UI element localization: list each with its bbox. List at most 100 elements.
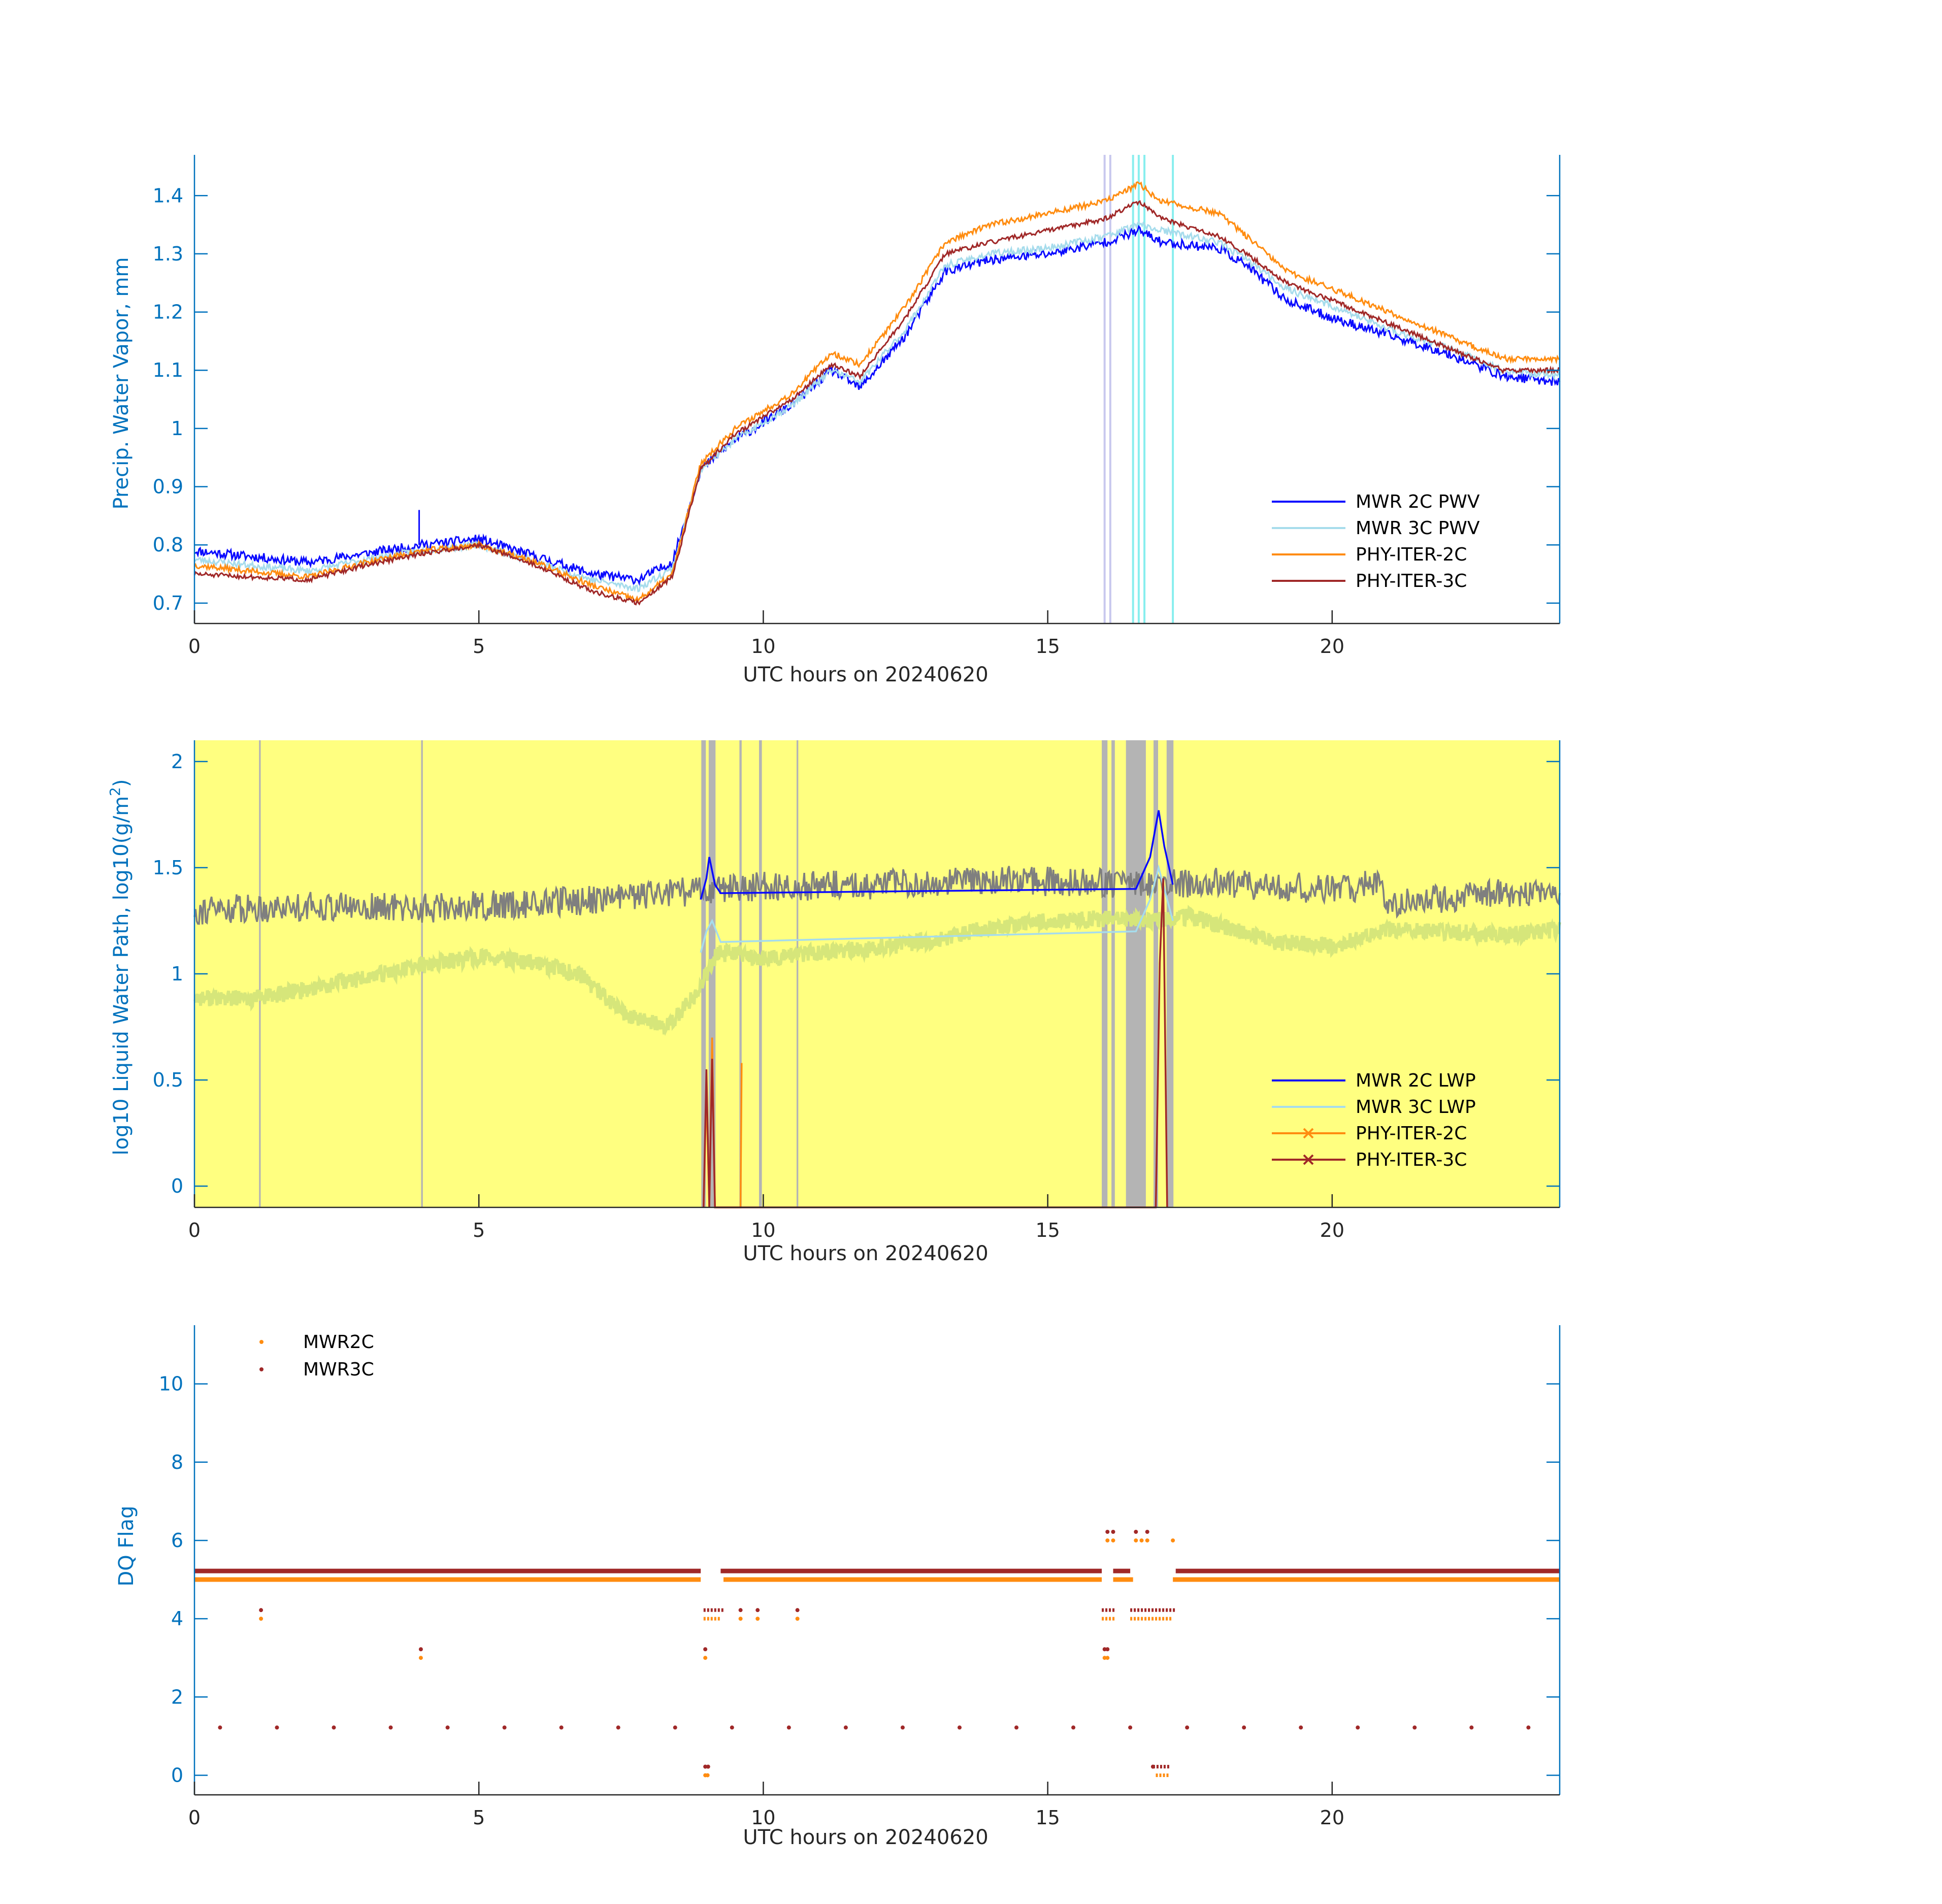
dq-point bbox=[616, 1725, 620, 1730]
dq-point bbox=[388, 1725, 393, 1730]
dq-point bbox=[1150, 1764, 1155, 1769]
dq-point bbox=[1469, 1725, 1474, 1730]
lwp-ytick-label: 2 bbox=[171, 750, 183, 773]
lwp-ylabel-main: log10 Liquid Water Path, log10(g/m bbox=[110, 796, 133, 1156]
lwp-ytick-label: 0.5 bbox=[153, 1069, 183, 1091]
dq-point bbox=[705, 1773, 710, 1778]
dq-point bbox=[502, 1725, 507, 1730]
pwv-xtick-label: 5 bbox=[473, 635, 485, 658]
pwv-flag-lines bbox=[1103, 155, 1174, 623]
dq-point bbox=[673, 1725, 677, 1730]
pwv-ytick-label: 1.3 bbox=[153, 243, 183, 265]
dq-point bbox=[1105, 1538, 1110, 1542]
pwv-xlabel: UTC hours on 20240620 bbox=[743, 663, 988, 686]
pwv-xtick-label: 15 bbox=[1035, 635, 1060, 658]
lwp-series-line bbox=[700, 810, 1174, 900]
dq-point bbox=[795, 1608, 800, 1613]
lwp-ylabel: log10 Liquid Water Path, log10(g/m2) bbox=[107, 779, 134, 1156]
pwv-ytick-label: 1.1 bbox=[153, 359, 183, 381]
lwp-legend-label: MWR 2C LWP bbox=[1356, 1070, 1476, 1091]
dq-point bbox=[957, 1725, 962, 1730]
dq-point bbox=[1105, 1656, 1110, 1660]
dq-point bbox=[900, 1725, 905, 1730]
dq-xtick-label: 0 bbox=[188, 1807, 201, 1829]
dq-point bbox=[1111, 1530, 1115, 1534]
dq-point bbox=[1105, 1647, 1110, 1652]
dq-point bbox=[703, 1647, 708, 1652]
lwp-xlabel: UTC hours on 20240620 bbox=[743, 1242, 988, 1265]
dq-point bbox=[1242, 1725, 1246, 1730]
dq-point bbox=[738, 1608, 743, 1613]
pwv-xtick-label: 0 bbox=[188, 635, 201, 658]
dq-legend: MWR2C MWR3C bbox=[259, 1332, 374, 1380]
dq-point bbox=[706, 1764, 710, 1769]
dq-scatter-points bbox=[194, 1530, 1560, 1778]
dq-point bbox=[1412, 1725, 1417, 1730]
dq-xtick-label: 10 bbox=[751, 1807, 775, 1829]
lwp-chart: 00.511.520 5 10 15 20 log10 Liquid Water Pat… bbox=[107, 740, 1561, 1265]
dq-ytick-label: 0 bbox=[171, 1764, 183, 1786]
dq-point bbox=[1526, 1725, 1531, 1730]
pwv-legend-label: PHY-ITER-2C bbox=[1356, 544, 1467, 565]
pwv-legend-label: PHY-ITER-3C bbox=[1356, 571, 1467, 592]
pwv-ytick-label: 0.9 bbox=[153, 476, 183, 498]
dq-point bbox=[1102, 1656, 1107, 1660]
dq-xlabel: UTC hours on 20240620 bbox=[743, 1826, 988, 1849]
dq-point bbox=[1134, 1538, 1138, 1542]
pwv-ytick-label: 1.2 bbox=[153, 301, 183, 323]
dq-ytick-label: 10 bbox=[159, 1373, 183, 1395]
lwp-flag-bar bbox=[1102, 740, 1108, 1207]
lwp-flag-bar bbox=[796, 740, 799, 1207]
dq-point bbox=[218, 1725, 222, 1730]
pwv-legend: MWR 2C PWV MWR 3C PWV PHY-ITER-2C PHY-ITER-… bbox=[1272, 491, 1480, 592]
dq-xtick-label: 15 bbox=[1035, 1807, 1060, 1829]
dq-point bbox=[1145, 1538, 1149, 1542]
lwp-xtick-label: 0 bbox=[188, 1219, 201, 1241]
lwp-ytick-label: 0 bbox=[171, 1175, 183, 1197]
dq-xtick-label: 5 bbox=[473, 1807, 485, 1829]
dq-point bbox=[275, 1725, 279, 1730]
pwv-series-line bbox=[193, 200, 1560, 606]
lwp-legend-label: PHY-ITER-3C bbox=[1356, 1150, 1467, 1170]
dq-ytick-label: 8 bbox=[171, 1451, 183, 1473]
dq-point bbox=[418, 1656, 423, 1660]
dq-point bbox=[730, 1725, 734, 1730]
dq-point bbox=[418, 1647, 423, 1652]
dq-point bbox=[1299, 1725, 1303, 1730]
lwp-flag-bar bbox=[421, 740, 423, 1207]
pwv-series-line bbox=[194, 224, 1561, 586]
dq-point bbox=[332, 1725, 336, 1730]
pwv-axes: 0.7 0.8 0.9 1 1.1 1.2 1.3 1.4 0 5 10 15 20 bbox=[153, 155, 1561, 658]
dq-point bbox=[755, 1617, 760, 1621]
lwp-ytick-label: 1 bbox=[171, 963, 183, 985]
lwp-legend-label: PHY-ITER-2C bbox=[1356, 1123, 1467, 1144]
pwv-legend-label: MWR 2C PWV bbox=[1356, 491, 1480, 512]
dq-point bbox=[843, 1725, 848, 1730]
dq-point bbox=[1128, 1725, 1133, 1730]
lwp-flag-bar bbox=[1126, 740, 1146, 1207]
lwp-flag-bar bbox=[1154, 740, 1158, 1207]
pwv-xtick-label: 20 bbox=[1320, 635, 1344, 658]
lwp-xtick-label: 20 bbox=[1320, 1219, 1344, 1241]
dq-point bbox=[1014, 1725, 1019, 1730]
lwp-smooth-line bbox=[193, 904, 1561, 1036]
dq-point bbox=[1185, 1725, 1190, 1730]
dq-point bbox=[259, 1608, 264, 1613]
dq-point bbox=[1171, 1538, 1175, 1542]
dq-point bbox=[445, 1725, 450, 1730]
dq-point bbox=[259, 1617, 264, 1621]
lwp-ylabel-tail: ) bbox=[110, 779, 133, 787]
pwv-series-line bbox=[194, 221, 1561, 593]
lwp-ytick-label: 1.5 bbox=[153, 857, 183, 879]
dq-point bbox=[559, 1725, 564, 1730]
dq-legend-marker bbox=[259, 1367, 264, 1371]
dq-legend-label: MWR2C bbox=[303, 1332, 374, 1353]
lwp-flag-bar bbox=[759, 740, 762, 1207]
lwp-ylabel-sup: 2 bbox=[107, 787, 123, 796]
dq-point bbox=[1145, 1530, 1149, 1534]
pwv-xtick-label: 10 bbox=[751, 635, 775, 658]
pwv-ytick-label: 0.8 bbox=[153, 534, 183, 556]
dq-ytick-label: 2 bbox=[171, 1686, 183, 1708]
dq-point bbox=[795, 1617, 800, 1621]
